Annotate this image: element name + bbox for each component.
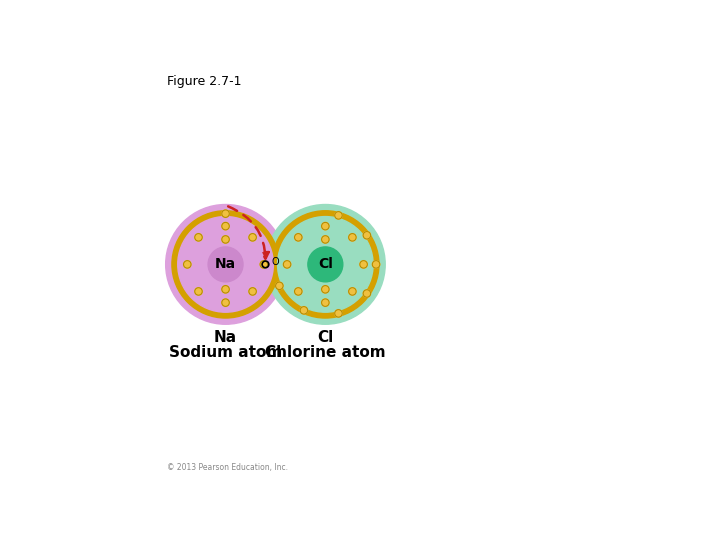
Circle shape — [322, 235, 329, 243]
Circle shape — [303, 242, 347, 286]
Circle shape — [208, 247, 243, 282]
Text: O: O — [271, 257, 279, 267]
Circle shape — [249, 234, 256, 241]
Circle shape — [348, 234, 356, 241]
Text: Figure 2.7-1: Figure 2.7-1 — [167, 75, 242, 88]
Circle shape — [276, 282, 283, 289]
Text: Sodium atom: Sodium atom — [169, 346, 282, 360]
Circle shape — [284, 261, 291, 268]
Circle shape — [335, 309, 342, 317]
Text: © 2013 Pearson Education, Inc.: © 2013 Pearson Education, Inc. — [167, 463, 288, 472]
Circle shape — [222, 299, 229, 306]
Circle shape — [348, 288, 356, 295]
Text: Na: Na — [215, 258, 236, 272]
Circle shape — [266, 205, 385, 324]
Circle shape — [194, 288, 202, 295]
Circle shape — [194, 234, 202, 241]
Circle shape — [322, 299, 329, 306]
Circle shape — [271, 211, 379, 318]
Circle shape — [184, 261, 191, 268]
Circle shape — [322, 286, 329, 293]
Circle shape — [184, 223, 266, 306]
Circle shape — [294, 234, 302, 241]
Circle shape — [178, 217, 274, 312]
Circle shape — [294, 288, 302, 295]
Circle shape — [222, 286, 229, 293]
Circle shape — [277, 217, 373, 312]
Circle shape — [297, 237, 354, 292]
Circle shape — [322, 222, 329, 230]
Circle shape — [360, 261, 367, 268]
Circle shape — [222, 210, 229, 218]
Circle shape — [172, 211, 279, 318]
Circle shape — [198, 237, 253, 292]
Circle shape — [300, 307, 307, 314]
Text: Na: Na — [214, 329, 237, 345]
Text: Chlorine atom: Chlorine atom — [265, 346, 386, 360]
Circle shape — [372, 261, 380, 268]
Circle shape — [290, 229, 361, 300]
Circle shape — [166, 205, 285, 324]
Circle shape — [190, 229, 261, 300]
Circle shape — [222, 222, 229, 230]
Text: Cl: Cl — [318, 258, 333, 272]
Circle shape — [363, 232, 371, 239]
Circle shape — [222, 235, 229, 243]
Circle shape — [284, 223, 366, 306]
Circle shape — [249, 288, 256, 295]
Circle shape — [363, 290, 371, 297]
Circle shape — [308, 247, 343, 282]
Circle shape — [204, 242, 248, 286]
Circle shape — [260, 261, 268, 268]
Circle shape — [335, 212, 342, 219]
Text: Cl: Cl — [318, 329, 333, 345]
